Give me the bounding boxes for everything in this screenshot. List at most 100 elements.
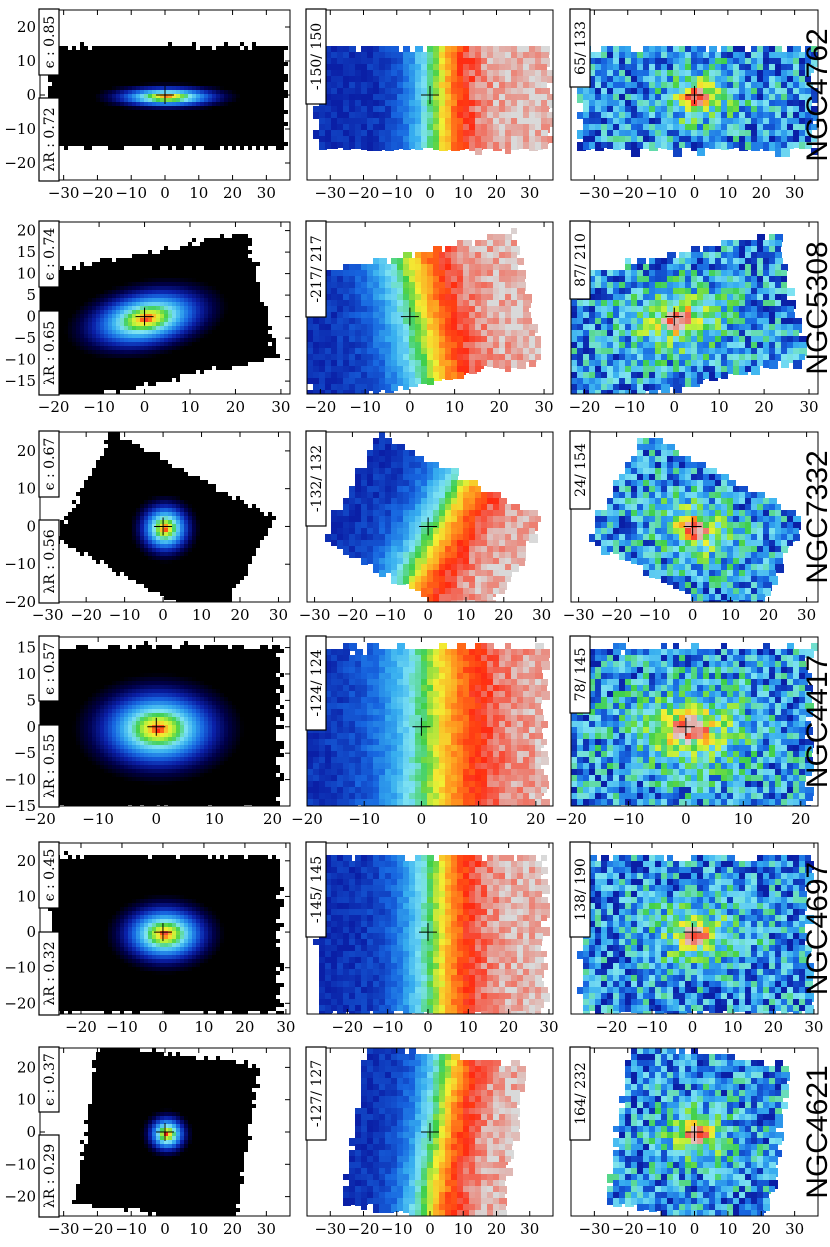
map-cell <box>331 136 340 145</box>
map-cell <box>679 82 687 90</box>
map-cell <box>172 310 176 314</box>
map-cell <box>188 314 192 318</box>
map-cell <box>144 338 148 342</box>
map-cell <box>397 130 405 138</box>
map-cell <box>781 106 788 113</box>
map-cell <box>240 350 244 354</box>
map-cell <box>228 298 232 302</box>
map-cell <box>673 52 679 58</box>
map-cell <box>124 274 128 278</box>
map-cell <box>128 62 132 66</box>
map-cell <box>637 136 646 145</box>
map-cell <box>487 52 495 60</box>
map-cell <box>787 130 796 139</box>
map-cell <box>228 90 232 94</box>
map-cell <box>260 94 264 98</box>
map-cell <box>84 302 88 306</box>
map-cell <box>92 98 96 102</box>
map-cell <box>625 136 631 142</box>
map-cell <box>120 310 124 314</box>
map-cell <box>511 270 520 279</box>
map-cell <box>260 318 264 322</box>
map-cell <box>268 106 272 110</box>
map-cell <box>475 76 481 82</box>
map-cell <box>661 88 670 97</box>
map-cell <box>228 354 232 358</box>
map-cell <box>88 358 92 362</box>
map-cell <box>92 294 96 298</box>
map-cell <box>661 64 670 73</box>
map-cell <box>220 342 224 346</box>
map-cell <box>445 100 454 109</box>
map-cell <box>128 362 132 366</box>
map-cell <box>208 98 212 102</box>
map-cell <box>60 54 64 58</box>
map-cell <box>505 100 513 108</box>
map-cell <box>160 82 164 86</box>
map-cell <box>805 88 812 95</box>
map-cell <box>280 106 284 110</box>
map-cell <box>184 318 188 322</box>
map-cell <box>385 264 393 272</box>
map-cell <box>132 270 136 274</box>
map-cell <box>96 326 100 330</box>
map-cell <box>224 262 228 266</box>
map-cell <box>144 106 148 110</box>
map-cell <box>216 346 220 350</box>
map-cell <box>256 70 260 74</box>
map-cell <box>80 286 84 290</box>
map-cell <box>511 252 517 258</box>
map-cell <box>264 342 268 346</box>
map-cell <box>224 258 228 262</box>
map-cell <box>156 262 160 266</box>
map-cell <box>208 106 212 110</box>
map-cell <box>132 50 136 54</box>
map-cell <box>148 126 152 130</box>
map-cell <box>104 314 108 318</box>
map-cell <box>433 124 441 132</box>
map-cell <box>188 110 192 114</box>
map-cell <box>200 110 204 114</box>
map-cell <box>409 276 417 284</box>
map-cell <box>439 82 446 89</box>
map-cell <box>433 142 441 150</box>
map-cell <box>787 76 793 82</box>
map-cell <box>116 82 120 86</box>
map-cell <box>76 54 80 58</box>
map-cell <box>391 70 397 76</box>
map-cell <box>505 82 511 88</box>
map-cell <box>409 76 417 84</box>
map-cell <box>433 258 441 266</box>
map-cell <box>679 94 686 101</box>
map-cell <box>176 138 180 142</box>
map-cell <box>68 374 72 378</box>
map-cell <box>481 82 488 89</box>
map-cell <box>132 294 136 298</box>
map-cell <box>196 106 200 110</box>
map-cell <box>433 64 441 72</box>
map-cell <box>180 310 184 314</box>
map-cell <box>248 122 252 126</box>
map-cell <box>373 142 382 151</box>
map-cell <box>124 122 128 126</box>
map-cell <box>415 52 424 61</box>
map-cell <box>276 58 280 62</box>
map-cell <box>469 246 478 255</box>
map-cell <box>475 258 481 264</box>
map-cell <box>745 52 752 59</box>
map-cell <box>391 124 399 132</box>
map-cell <box>535 106 541 112</box>
map-cell <box>337 142 343 148</box>
map-cell <box>92 350 96 354</box>
map-cell <box>697 46 706 55</box>
map-cell <box>64 282 68 286</box>
map-cell <box>132 326 136 330</box>
map-cell <box>76 306 80 310</box>
map-cell <box>168 314 172 318</box>
map-cell <box>232 282 236 286</box>
map-cell <box>451 94 460 103</box>
map-cell <box>76 94 80 98</box>
map-cell <box>124 58 128 62</box>
map-cell <box>116 122 120 126</box>
map-cell <box>128 58 132 62</box>
